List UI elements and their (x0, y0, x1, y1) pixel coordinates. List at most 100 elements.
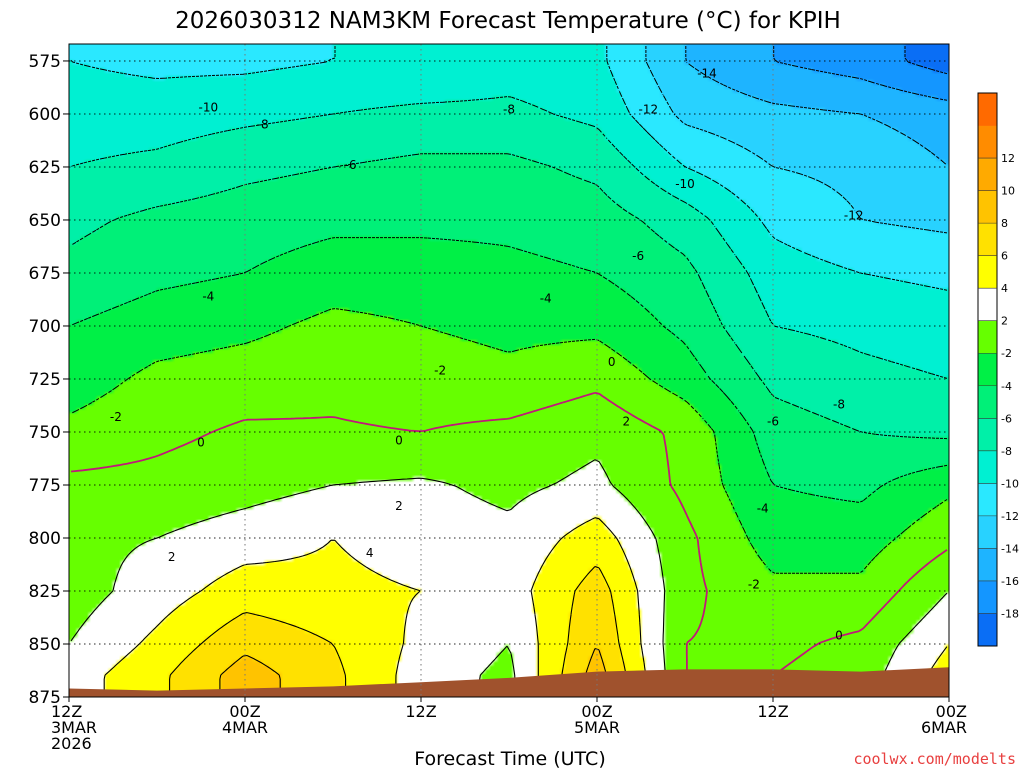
x-tick-label: 12Z (51, 702, 82, 721)
contour-line (773, 46, 948, 101)
colorbar-swatch (978, 223, 997, 256)
colorbar-label: -8 (1001, 445, 1012, 458)
contour-label: 0 (835, 629, 843, 643)
contour-label: -2 (434, 364, 446, 378)
contour-lines (70, 46, 948, 695)
colorbar-swatch (978, 288, 997, 322)
y-tick-label: 750 (29, 423, 61, 443)
contour-label-layer: -14 -12 -12 -10 -10 -8 -8 -8 -6 -6 -6 -4 -4 -4 -2 -2 -2 0… (110, 67, 864, 643)
contour-line (904, 46, 948, 75)
colorbar-frame (977, 92, 998, 647)
temperature-field (69, 44, 949, 697)
contour-label: 0 (197, 436, 205, 450)
y-tick-label: 700 (29, 317, 61, 337)
contour-label: 2 (395, 499, 403, 513)
colorbar-label: 8 (1001, 217, 1008, 230)
colorbar-swatch (978, 450, 997, 484)
contour-label: 2 (168, 550, 176, 564)
x-tick-label: 4MAR (222, 718, 268, 737)
x-tick-label: 00Z (581, 702, 612, 721)
colorbar-label: -14 (1001, 542, 1019, 555)
colorbar-label: 12 (1001, 152, 1015, 165)
y-tick-label: 600 (29, 105, 61, 125)
x-tick-label: 12Z (405, 702, 436, 721)
colorbar-label: 4 (1001, 282, 1008, 295)
contour-label: 0 (608, 355, 616, 369)
y-tick-label: 775 (29, 476, 61, 496)
colorbar-label: -12 (1001, 510, 1019, 523)
x-tick-label: 3MAR (51, 718, 97, 737)
contour-label: 4 (366, 546, 374, 560)
colorbar: -18 -16 -14 -12 -10 -8 -6 -4 -2 2 4 6 8 10 12 (977, 92, 1019, 647)
colorbar-swatch (978, 385, 997, 419)
y-tick-label: 875 (29, 688, 61, 708)
contour-line (70, 237, 948, 503)
y-tick-label: 825 (29, 582, 61, 602)
chart-title: 2026030312 NAM3KM Forecast Temperature (… (175, 8, 841, 34)
contour-line (169, 565, 627, 695)
colorbar-swatch (978, 190, 997, 224)
contour-line (70, 391, 948, 680)
x-tick-label: 00Z (229, 702, 260, 721)
colorbar-swatch (978, 158, 997, 191)
plot-area (69, 44, 949, 697)
x-tick-label: 2026 (51, 734, 92, 753)
colorbar-swatch (978, 548, 997, 582)
contour-label: -6 (345, 158, 357, 172)
contour-line (645, 46, 948, 234)
y-tick-label: 850 (29, 635, 61, 655)
contour-label: -6 (632, 249, 644, 263)
y-tick-label: 800 (29, 529, 61, 549)
colorbar-label: -2 (1001, 347, 1012, 360)
credit-text: coolwx.com/modelts (853, 750, 1016, 768)
colorbar-label: 6 (1001, 250, 1008, 263)
x-tick-label: 00Z (936, 702, 967, 721)
colorbar-label: -16 (1001, 575, 1019, 588)
contour-label: -10 (675, 177, 695, 191)
contour-label: -8 (833, 397, 845, 411)
colorbar-swatch (978, 93, 997, 126)
terrain-surface (69, 667, 949, 697)
y-tick-label: 625 (29, 158, 61, 178)
plot-frame (68, 43, 950, 698)
colorbar-swatch (978, 125, 997, 159)
contour-label: 0 (395, 434, 403, 448)
colorbar-label: -10 (1001, 477, 1019, 490)
contour-label: -8 (257, 118, 269, 132)
contour-label: -12 (638, 103, 658, 117)
colorbar-label: 2 (1001, 315, 1008, 328)
y-tick-label: 675 (29, 264, 61, 284)
contour-line (685, 46, 948, 166)
y-tick-label: 575 (29, 52, 61, 72)
y-axis: 575 600 625 650 675 700 725 750 775 800 825 850 875 (29, 52, 69, 708)
colorbar-swatch (978, 418, 997, 452)
contour-line (70, 96, 948, 379)
y-tick-label: 650 (29, 211, 61, 231)
contour-label: -14 (697, 67, 717, 81)
colorbar-swatch (978, 580, 997, 614)
contour-line (70, 153, 948, 440)
colorbar-swatch (978, 255, 997, 289)
x-tick-label: 5MAR (574, 718, 620, 737)
contour-line (70, 308, 948, 574)
colorbar-swatch (978, 483, 997, 517)
colorbar-swatch (978, 613, 997, 647)
contour-label: -6 (767, 414, 779, 428)
contour-label: -8 (503, 103, 515, 117)
contour-label: -12 (844, 209, 864, 223)
colorbar-label: -4 (1001, 380, 1012, 393)
contour-line (70, 46, 948, 291)
x-axis-label: Forecast Time (UTC) (414, 748, 605, 768)
colorbar-swatch (978, 515, 997, 549)
colorbar-swatch (978, 353, 997, 387)
colorbar-label: 10 (1001, 185, 1015, 198)
colorbar-label: -18 (1001, 607, 1019, 620)
x-tick-label: 6MAR (921, 718, 967, 737)
colorbar-label: -6 (1001, 412, 1012, 425)
contour-label: -4 (540, 291, 552, 305)
contour-label: -2 (110, 410, 122, 424)
contour-label: -4 (202, 289, 214, 303)
x-tick-label: 12Z (757, 702, 788, 721)
